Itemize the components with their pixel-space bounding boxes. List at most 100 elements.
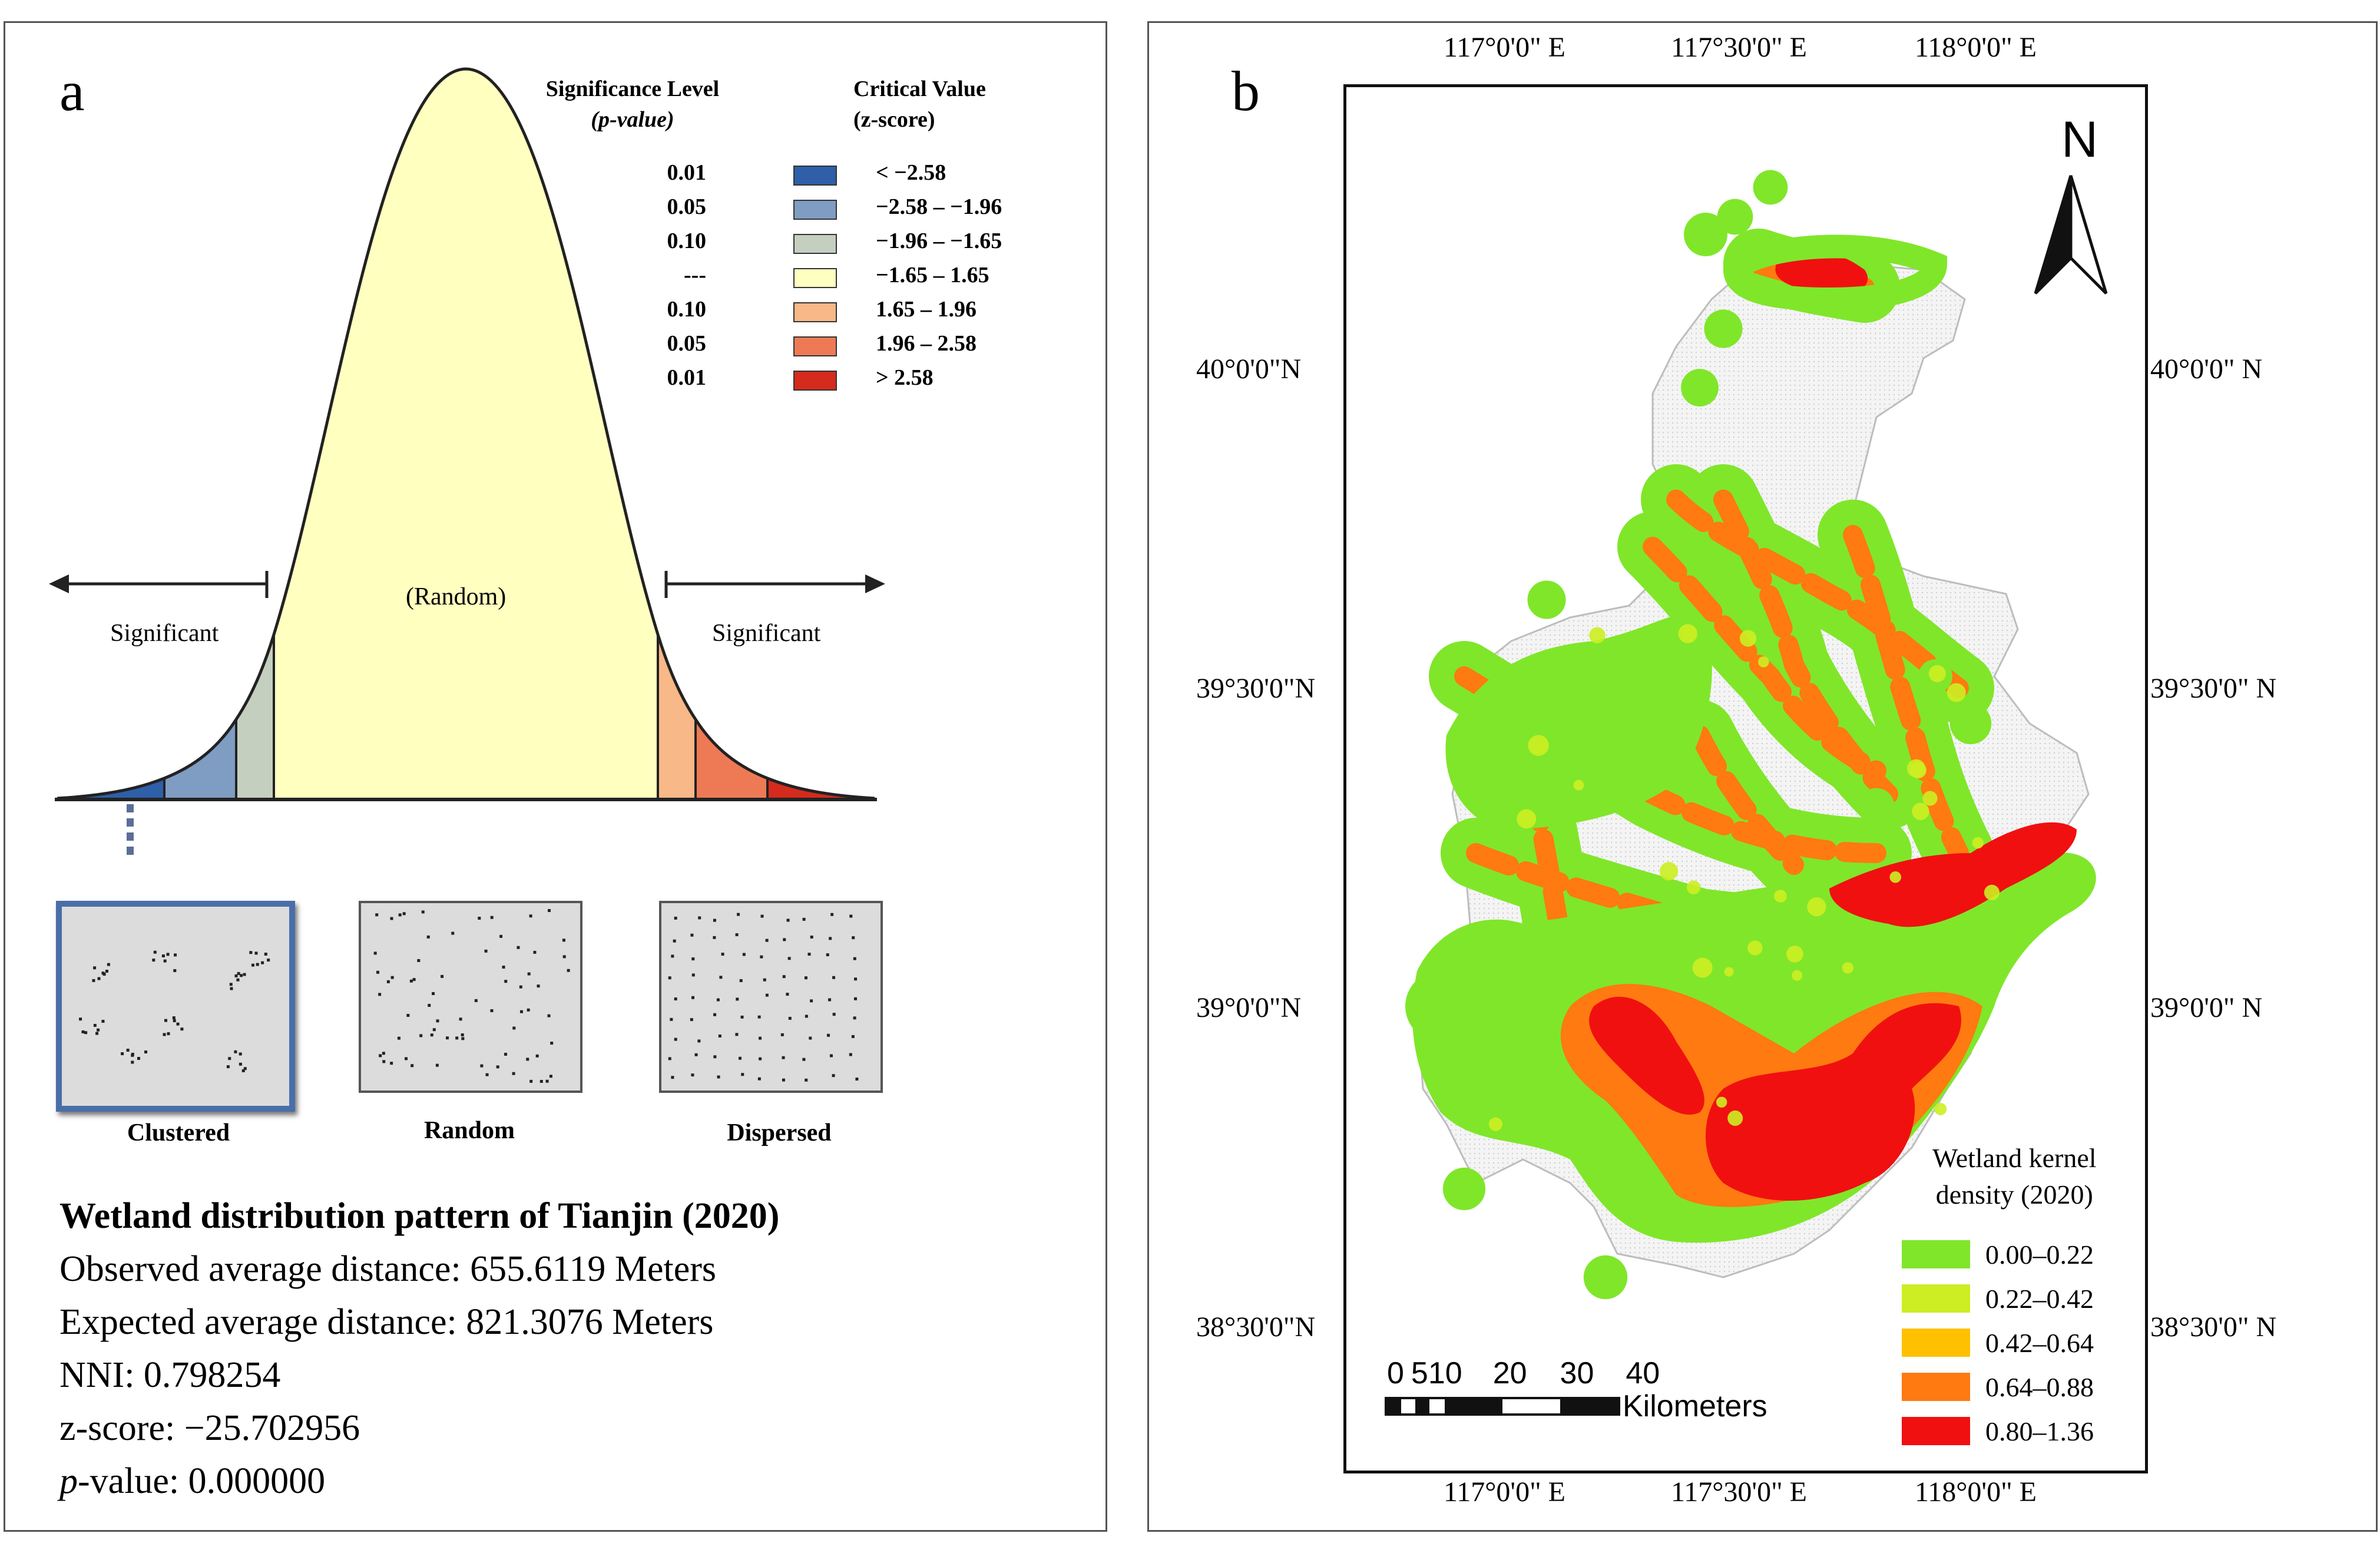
point (713, 1055, 717, 1059)
point (765, 993, 769, 997)
point (830, 913, 834, 916)
point (713, 936, 716, 939)
random-label: (Random) (406, 583, 507, 610)
random-pattern-label: Random (423, 1117, 515, 1144)
north-label: N (2061, 111, 2098, 168)
density-legend-swatch (1902, 1329, 1970, 1357)
panel-b: b N 0 510 20 30 40 (1147, 21, 2378, 1532)
scale-ticks: 0 510 20 30 40 (1387, 1356, 1660, 1390)
point (174, 953, 177, 957)
stat-zscore: z-score: −25.702956 (59, 1408, 360, 1448)
point (81, 1030, 85, 1033)
point (742, 953, 746, 956)
point (694, 1053, 698, 1056)
point (411, 1064, 414, 1068)
point (239, 1052, 242, 1056)
density-spot (1686, 880, 1701, 894)
density-band-mid (1690, 725, 1804, 875)
legend-z-range: < −2.58 (876, 160, 946, 185)
point (97, 977, 101, 980)
point (537, 984, 540, 988)
density-legend-label: 0.80–1.36 (1985, 1416, 2094, 1446)
legend-p-value: 0.01 (667, 160, 707, 185)
point (419, 1034, 423, 1037)
point (527, 1008, 530, 1012)
point (455, 1036, 459, 1040)
point (499, 934, 503, 938)
point (101, 972, 105, 975)
density-core (1589, 996, 1704, 1115)
point (144, 1050, 148, 1054)
point (131, 1052, 134, 1056)
point (807, 953, 811, 956)
point (691, 996, 694, 999)
density-band-low (1723, 234, 1948, 312)
point (79, 1017, 82, 1021)
density-spot (1842, 962, 1854, 974)
point (382, 1052, 385, 1055)
panel-b-label: b (1232, 60, 1260, 123)
point (172, 1016, 176, 1020)
point (718, 1035, 721, 1038)
density-spot (1517, 809, 1537, 829)
point (671, 1076, 674, 1079)
point (829, 1054, 833, 1058)
density-legend-swatch (1902, 1240, 1970, 1268)
panel-a: a Significant (Random) Significant (4, 21, 1107, 1532)
left-latitude-label: 39°30'0"N (1196, 673, 1316, 704)
point (105, 969, 108, 973)
density-spot (1922, 791, 1938, 806)
density-spot (1910, 762, 1926, 779)
point (550, 1042, 554, 1045)
point (236, 978, 240, 982)
region-p001-right (767, 778, 875, 798)
density-spot (1984, 884, 2000, 900)
point (735, 933, 739, 937)
density-spot (1589, 627, 1606, 644)
point (249, 951, 253, 954)
point (668, 1057, 671, 1060)
stat-pvalue: p-value: 0.000000 (59, 1461, 326, 1501)
density-spot (1912, 802, 1929, 820)
density-spot (1684, 213, 1727, 256)
point (490, 1009, 494, 1012)
point (809, 1036, 812, 1040)
point (426, 935, 430, 939)
density-legend-label: 0.42–0.64 (1985, 1328, 2094, 1358)
point (852, 936, 855, 940)
point (782, 1056, 785, 1059)
point (674, 916, 677, 920)
region-p010-left (236, 635, 274, 798)
point (783, 938, 786, 941)
point (95, 1032, 99, 1035)
panel-a-label: a (59, 60, 85, 123)
point (855, 1078, 859, 1081)
point (782, 975, 786, 979)
point (826, 953, 829, 957)
point (832, 976, 836, 979)
dispersed-pattern-box (659, 901, 883, 1093)
density-spot (1757, 656, 1769, 668)
random-points (373, 909, 570, 1083)
legend-swatch (793, 336, 837, 356)
point (547, 1014, 551, 1017)
point (228, 1057, 231, 1060)
point (829, 937, 832, 940)
density-spot (1678, 624, 1697, 643)
point (674, 1037, 677, 1041)
density-spot (1583, 1255, 1628, 1300)
point (765, 939, 769, 942)
point (406, 1013, 410, 1017)
left-latitude-label: 38°30'0"N (1196, 1311, 1316, 1343)
density-spot (1739, 630, 1757, 647)
left-arrow-head (49, 574, 69, 593)
legend-z-range: −1.96 – −1.65 (876, 229, 1002, 253)
point (261, 961, 264, 964)
point (549, 1075, 552, 1078)
density-legend-title: Wetland kernel density (2020) (1932, 1140, 2097, 1213)
point (519, 985, 522, 989)
point (404, 1057, 408, 1060)
point (741, 1073, 744, 1076)
point (230, 987, 233, 990)
point (802, 917, 806, 921)
